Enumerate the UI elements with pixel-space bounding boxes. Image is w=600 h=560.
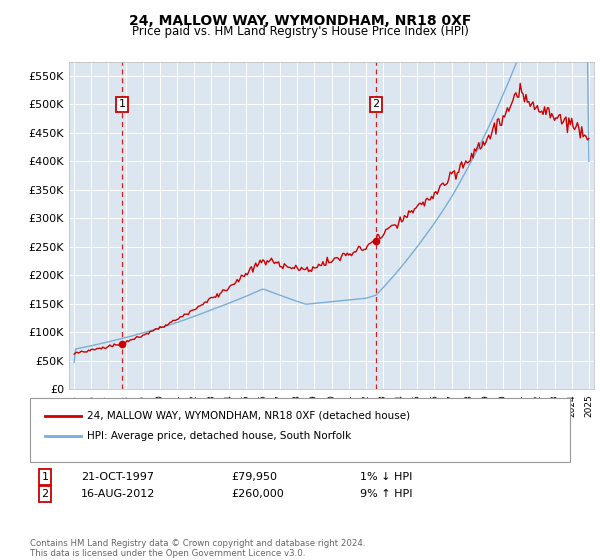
Text: 24, MALLOW WAY, WYMONDHAM, NR18 0XF (detached house): 24, MALLOW WAY, WYMONDHAM, NR18 0XF (det… — [87, 410, 410, 421]
Text: Price paid vs. HM Land Registry's House Price Index (HPI): Price paid vs. HM Land Registry's House … — [131, 25, 469, 38]
Text: 2: 2 — [373, 99, 380, 109]
Text: 16-AUG-2012: 16-AUG-2012 — [81, 489, 155, 499]
Text: 1% ↓ HPI: 1% ↓ HPI — [360, 472, 412, 482]
Text: £79,950: £79,950 — [231, 472, 277, 482]
Text: 2: 2 — [41, 489, 49, 499]
Text: 1: 1 — [119, 99, 125, 109]
Text: Contains HM Land Registry data © Crown copyright and database right 2024.
This d: Contains HM Land Registry data © Crown c… — [30, 539, 365, 558]
Text: HPI: Average price, detached house, South Norfolk: HPI: Average price, detached house, Sout… — [87, 431, 351, 441]
Text: 1: 1 — [41, 472, 49, 482]
Text: 21-OCT-1997: 21-OCT-1997 — [81, 472, 154, 482]
Text: £260,000: £260,000 — [231, 489, 284, 499]
Text: 9% ↑ HPI: 9% ↑ HPI — [360, 489, 413, 499]
Text: 24, MALLOW WAY, WYMONDHAM, NR18 0XF: 24, MALLOW WAY, WYMONDHAM, NR18 0XF — [129, 14, 471, 28]
